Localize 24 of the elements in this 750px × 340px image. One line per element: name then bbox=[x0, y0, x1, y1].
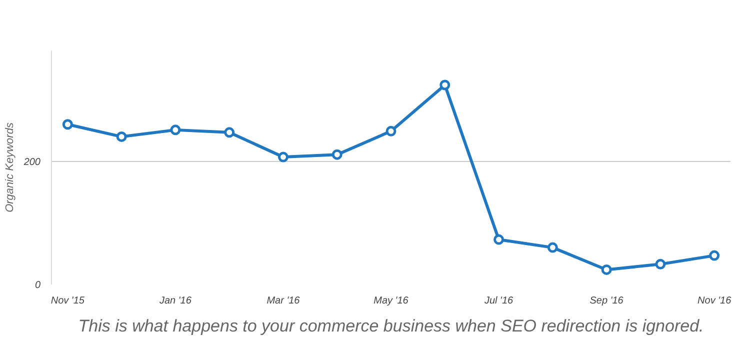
text: This is what happens to your commerce business when SEO redirection is ignored. bbox=[78, 316, 704, 336]
point bbox=[709, 250, 720, 261]
point bbox=[547, 242, 558, 253]
y-axis-title: Organic Keywords bbox=[4, 122, 16, 212]
y-tick-label: 200 bbox=[22, 156, 41, 168]
point bbox=[278, 152, 288, 162]
point bbox=[224, 127, 235, 138]
y-tick-label: 0 bbox=[34, 280, 41, 291]
point bbox=[170, 124, 181, 136]
point bbox=[440, 80, 450, 90]
point bbox=[62, 119, 73, 130]
x-tick-label: Mar '16 bbox=[266, 296, 300, 306]
x-tick-label: Nov '16 bbox=[698, 296, 732, 306]
point bbox=[332, 149, 342, 160]
x-tick-label: May '16 bbox=[374, 296, 409, 306]
x-tick-label: Jul '16 bbox=[483, 296, 514, 306]
x-tick-label: Nov '15 bbox=[50, 296, 85, 306]
point bbox=[116, 131, 127, 142]
point bbox=[494, 234, 504, 245]
point bbox=[386, 126, 396, 136]
x-tick-label: Sep '16 bbox=[590, 296, 624, 306]
point bbox=[601, 264, 612, 275]
point bbox=[655, 258, 666, 270]
x-tick-label: Jan '16 bbox=[158, 296, 192, 306]
